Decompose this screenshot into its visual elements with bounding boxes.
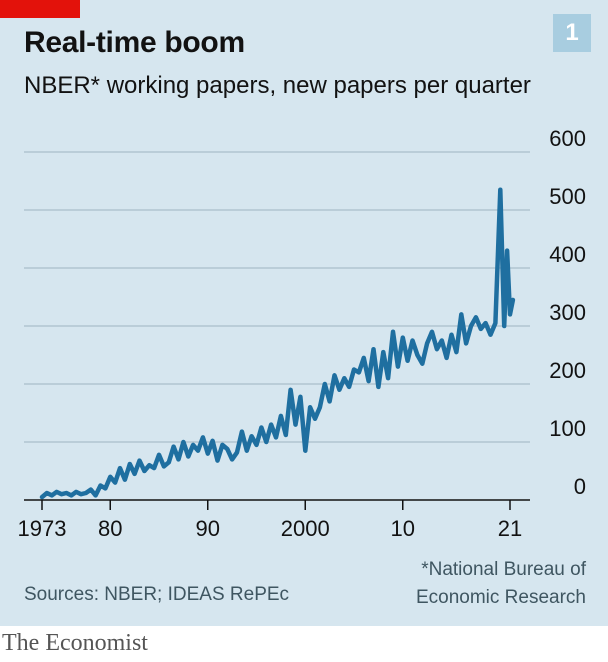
- source-note: Sources: NBER; IDEAS RePEc: [24, 584, 290, 605]
- y-tick-label: 200: [549, 358, 586, 383]
- y-tick-label: 100: [549, 416, 586, 441]
- y-tick-label: 0: [574, 474, 586, 499]
- brand-red-tag: [0, 0, 80, 18]
- x-tick-label: 2000: [281, 516, 330, 541]
- footnote: *National Bureau of Economic Research: [415, 559, 586, 608]
- y-tick-label: 400: [549, 242, 586, 267]
- y-tick-label: 500: [549, 184, 586, 209]
- chart-number-badge: 1: [553, 14, 591, 52]
- x-tick-label: 1973: [18, 516, 67, 541]
- line-chart: 0 100 200 300 400 500 600 1973 80 90 2000 10 21: [18, 126, 586, 541]
- chart-title: Real-time boom: [24, 26, 245, 59]
- series-line: [39, 187, 516, 500]
- x-tick-label: 90: [196, 516, 220, 541]
- x-tick-label: 80: [98, 516, 122, 541]
- x-tick-label: 10: [391, 516, 415, 541]
- x-tick-label: 21: [498, 516, 522, 541]
- y-tick-label: 600: [549, 126, 586, 151]
- y-tick-label: 300: [549, 300, 586, 325]
- publisher-brand: The Economist: [2, 630, 148, 656]
- chart-subtitle: NBER* working papers, new papers per qua…: [24, 72, 531, 99]
